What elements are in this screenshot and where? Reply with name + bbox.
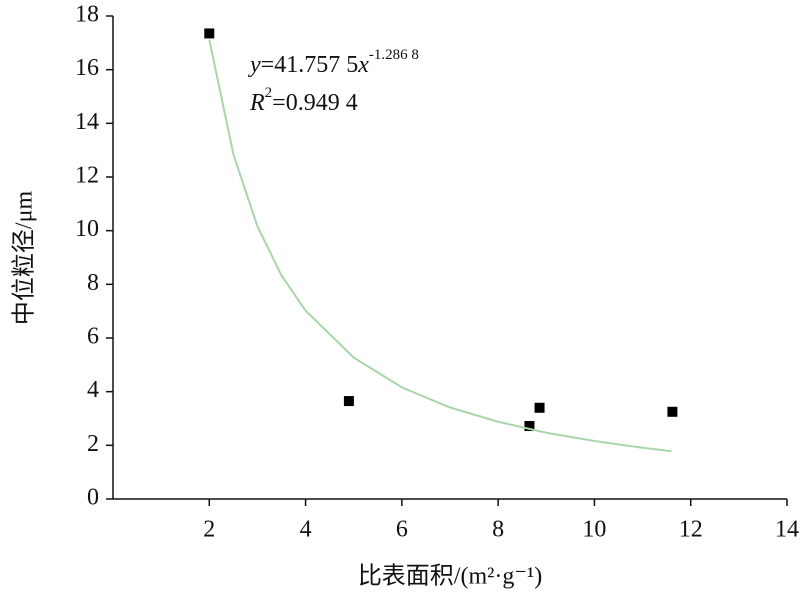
y-tick-label: 10 — [75, 216, 99, 242]
x-tick-label: 14 — [775, 517, 799, 543]
x-tick-label: 10 — [582, 517, 606, 543]
x-tick-label: 6 — [396, 517, 408, 543]
y-tick-label: 2 — [87, 431, 99, 457]
eq-x: x — [357, 52, 369, 78]
x-tick-label: 2 — [203, 517, 215, 543]
x-tick-label: 12 — [679, 517, 703, 543]
y-tick-label: 4 — [87, 377, 99, 403]
y-tick-label: 8 — [87, 270, 99, 296]
y-tick-label: 16 — [75, 55, 99, 81]
data-point — [343, 396, 354, 407]
x-tick-label: 8 — [492, 517, 504, 543]
data-point — [524, 421, 535, 432]
r-symbol: R — [249, 90, 265, 116]
x-tick-label: 4 — [300, 517, 312, 543]
y-tick-label: 12 — [75, 163, 99, 189]
y-axis-label: 中位粒径/μm — [11, 191, 38, 326]
y-tick-label: 14 — [75, 109, 99, 135]
eq-exponent: -1.286 8 — [369, 47, 419, 63]
data-point — [667, 406, 678, 417]
y-tick-label: 18 — [75, 2, 99, 28]
y-tick-label: 0 — [87, 485, 99, 511]
data-point — [534, 402, 545, 413]
r-squared: R2=0.949 4 — [249, 85, 358, 115]
x-axis-label: 比表面积/(m²·g⁻¹) — [358, 563, 542, 590]
equation: y=41.757 5x-1.286 8 — [248, 47, 419, 77]
y-tick-label: 6 — [87, 324, 99, 350]
fit-curve — [208, 39, 672, 453]
eq-y: y — [248, 52, 261, 78]
data-point — [204, 28, 215, 39]
r-superscript: 2 — [265, 85, 273, 101]
eq-body: =41.757 5 — [261, 52, 359, 78]
r-body: =0.949 4 — [272, 90, 358, 116]
